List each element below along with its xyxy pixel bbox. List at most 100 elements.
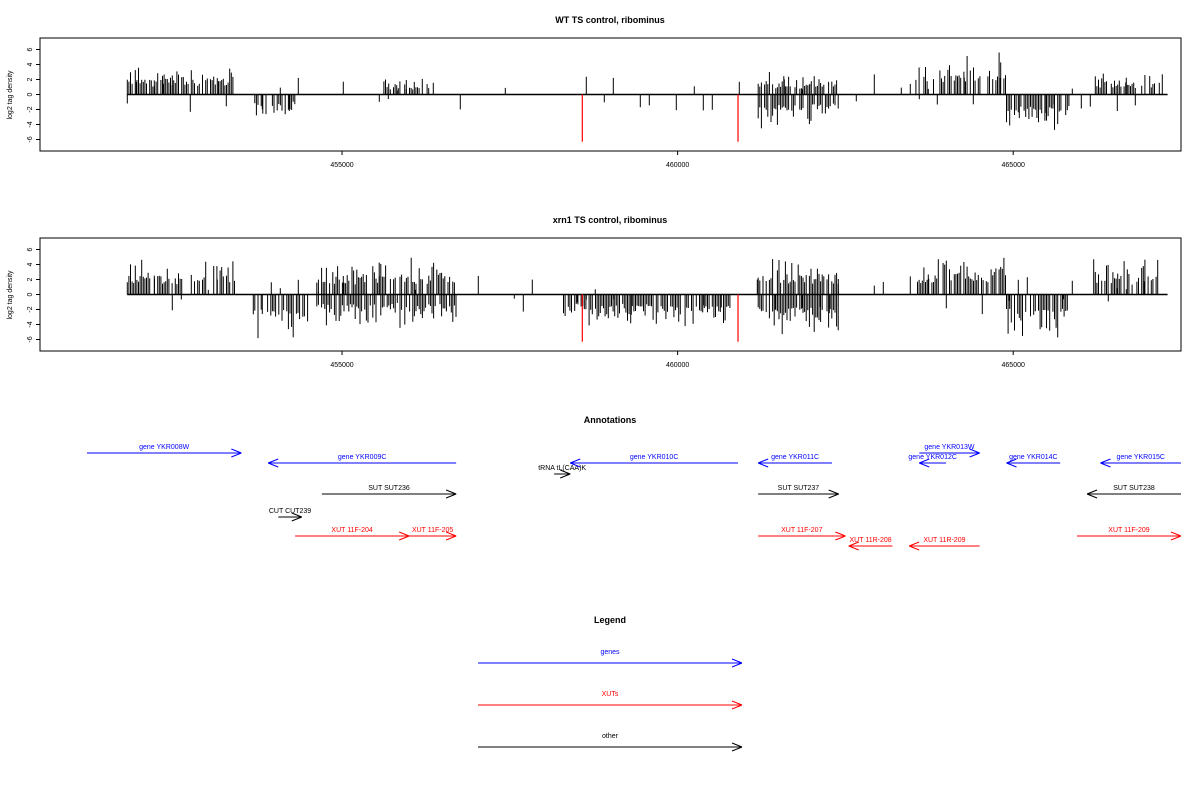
annotation-label: XUT 11F-205 [412, 527, 453, 534]
annotation-feature: gene YKR008W [86, 444, 242, 458]
panel-wt-ytick-label: 2 [27, 77, 34, 81]
annotation-feature: gene YKR010C [570, 454, 739, 468]
panel-wt-ytick-label: -4 [27, 121, 34, 127]
panel-xrn1-axes: -6 -4 -2 0 2 4 6 455000 460000 465000 [27, 247, 1025, 369]
annotation-feature: XUT 11R-208 [848, 537, 893, 551]
annotation-arrow [570, 458, 739, 468]
annotation-arrow [757, 458, 832, 468]
panel-xrn1-bar-block [316, 294, 457, 328]
annotations-panel: Annotations gene YKR008W gene YKR009C tRNA… [86, 415, 1182, 551]
panel-xrn1-ytick-label: 6 [27, 247, 34, 251]
panel-xrn1-xtick-label: 460000 [666, 362, 689, 369]
panel-wt-bar-block [1006, 94, 1070, 130]
annotation-label: XUT 11F-207 [781, 527, 822, 534]
panel-xrn1-bar-block [757, 259, 839, 295]
annotation-arrow [919, 458, 947, 468]
annotation-label: tRNA tL(CAA)K [538, 465, 586, 472]
panel-wt-ytick-label: 6 [27, 47, 34, 51]
annotation-label: CUT CUT239 [269, 508, 311, 515]
panel-xrn1-ytick-label: 0 [27, 292, 34, 296]
legend-panel: Legend genes XUTs other [478, 615, 743, 752]
annotation-arrow [278, 512, 302, 522]
annotation-arrow [1086, 489, 1181, 499]
annotation-feature: SUT SUT237 [758, 485, 839, 499]
annotation-label: gene YKR015C [1116, 454, 1165, 461]
annotation-arrow [758, 489, 839, 499]
panel-wt-xtick-label: 460000 [666, 162, 689, 169]
panel-wt-bar-block [254, 94, 296, 116]
annotation-arrow [908, 541, 980, 551]
annotation-label: gene YKR011C [771, 454, 819, 461]
panel-xrn1-bar-block [254, 294, 309, 339]
annotation-label: SUT SUT238 [1113, 485, 1155, 492]
legend-arrow [478, 658, 743, 668]
annotations-title: Annotations [584, 415, 637, 425]
annotation-arrow [919, 448, 980, 458]
panel-wt-ytick-label: 4 [27, 62, 34, 66]
panel-xrn1-ytick-label: -2 [27, 306, 34, 312]
annotation-label: gene YKR010C [630, 454, 679, 461]
panel-wt-title: WT TS control, ribominus [555, 15, 665, 25]
panel-xrn1-bar-block [757, 294, 839, 335]
legend-title: Legend [594, 615, 626, 625]
panel-wt-bar-block [757, 94, 839, 129]
panel-xrn1-bars [126, 257, 1168, 342]
panel-wt-ylabel: log2 tag density [7, 70, 14, 120]
annotation-feature: XUT 11F-205 [409, 527, 457, 541]
panel-xrn1: xrn1 TS control, ribominus log2 tag dens… [7, 215, 1182, 369]
panel-xrn1-bar-block [1006, 294, 1068, 338]
panel-xrn1-title: xrn1 TS control, ribominus [553, 215, 668, 225]
annotation-arrow [268, 458, 457, 468]
annotation-arrow [554, 469, 571, 479]
panel-wt-bar-block [757, 72, 838, 95]
legend-label: XUTs [602, 691, 619, 698]
annotation-items: gene YKR008W gene YKR009C tRNA tL(CAA)K gen… [86, 444, 1182, 551]
panel-xrn1-ytick-label: -4 [27, 321, 34, 327]
annotation-arrow [1006, 458, 1061, 468]
annotation-arrow [758, 531, 846, 541]
panel-wt-ytick-label: 0 [27, 92, 34, 96]
annotation-label: XUT 11R-208 [850, 537, 892, 544]
annotation-feature: SUT SUT236 [321, 485, 457, 499]
panel-wt-bar-block [1094, 73, 1160, 95]
annotation-feature: gene YKR015C [1100, 454, 1181, 468]
annotation-arrow [86, 448, 242, 458]
legend-entry-genes: genes [478, 649, 743, 668]
panel-wt: WT TS control, ribominus log2 tag densit… [7, 15, 1182, 169]
annotation-label: gene YKR012C [908, 454, 957, 461]
panel-xrn1-xtick-label: 465000 [1002, 362, 1025, 369]
panel-wt-bar-block [915, 52, 1006, 95]
panel-wt-xtick-label: 455000 [330, 162, 353, 169]
annotation-label: XUT 11F-204 [331, 527, 372, 534]
annotation-feature: gene YKR014C [1006, 454, 1061, 468]
annotation-feature: XUT 11F-207 [758, 527, 846, 541]
annotation-arrow [1076, 531, 1182, 541]
panel-xrn1-bar-block [563, 294, 731, 327]
annotation-label: XUT 11R-209 [923, 537, 965, 544]
legend-label: genes [600, 649, 620, 656]
panel-wt-axes: -6 -4 -2 0 2 4 6 455000 460000 465000 [27, 47, 1025, 169]
legend-entry-other: other [478, 733, 743, 752]
panel-wt-ytick-label: -2 [27, 106, 34, 112]
annotation-feature: XUT 11R-209 [908, 537, 980, 551]
annotation-label: gene YKR013W [924, 444, 974, 451]
annotation-label: SUT SUT236 [368, 485, 410, 492]
annotation-feature: CUT CUT239 [269, 508, 311, 522]
legend-entry-xuts: XUTs [478, 691, 743, 710]
annotation-feature: gene YKR011C [757, 454, 832, 468]
panel-xrn1-ytick-label: 4 [27, 262, 34, 266]
annotation-label: gene YKR008W [139, 444, 189, 451]
annotation-label: XUT 11F-209 [1108, 527, 1149, 534]
annotation-arrow [1100, 458, 1181, 468]
panel-wt-bar-block [126, 67, 234, 95]
panel-xrn1-xtick-label: 455000 [330, 362, 353, 369]
panel-wt-bars [126, 52, 1168, 142]
annotation-label: gene YKR009C [338, 454, 387, 461]
annotation-feature: XUT 11F-209 [1076, 527, 1182, 541]
annotation-arrow [409, 531, 457, 541]
panel-xrn1-bar-block [1093, 259, 1159, 295]
legend-arrow [478, 700, 743, 710]
annotation-label: SUT SUT237 [778, 485, 820, 492]
annotation-feature: gene YKR013W [919, 444, 980, 458]
